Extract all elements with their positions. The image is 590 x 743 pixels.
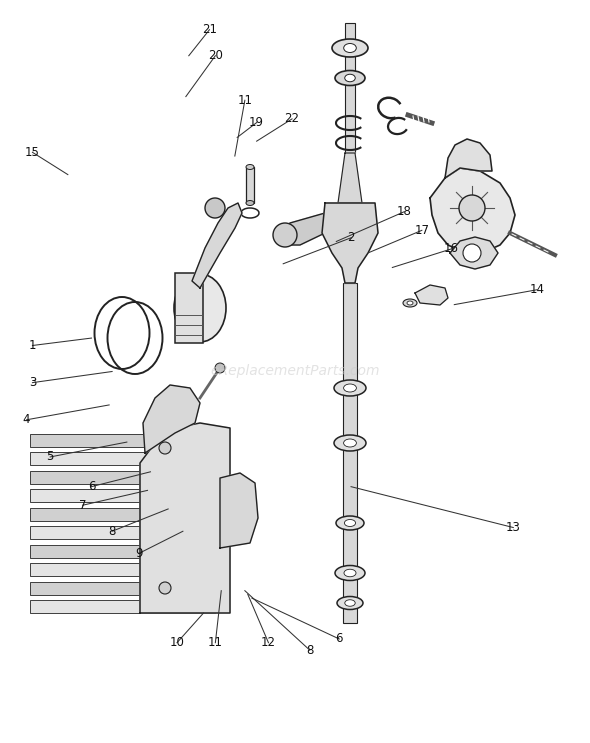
Ellipse shape: [334, 380, 366, 396]
Text: 3: 3: [29, 376, 36, 389]
Text: 19: 19: [249, 116, 264, 129]
Bar: [30, 507, 215, 521]
Ellipse shape: [246, 164, 254, 169]
Ellipse shape: [334, 435, 366, 451]
Ellipse shape: [246, 201, 254, 206]
Polygon shape: [280, 213, 325, 245]
Polygon shape: [322, 203, 378, 283]
Text: 11: 11: [237, 94, 253, 107]
Polygon shape: [415, 285, 448, 305]
Polygon shape: [430, 168, 515, 253]
Ellipse shape: [335, 565, 365, 580]
Ellipse shape: [343, 439, 356, 447]
Ellipse shape: [343, 384, 356, 392]
Circle shape: [459, 195, 485, 221]
Text: 15: 15: [25, 146, 40, 159]
Ellipse shape: [344, 569, 356, 577]
Text: 20: 20: [208, 49, 223, 62]
Text: 7: 7: [79, 499, 86, 512]
Bar: [30, 434, 215, 447]
Text: 5: 5: [47, 450, 54, 464]
Ellipse shape: [337, 597, 363, 609]
Circle shape: [159, 442, 171, 454]
Bar: [30, 545, 215, 557]
Text: 14: 14: [529, 283, 545, 296]
Text: 8: 8: [109, 525, 116, 538]
Bar: [30, 582, 215, 594]
Polygon shape: [450, 237, 498, 269]
Text: 22: 22: [284, 112, 300, 126]
Polygon shape: [192, 203, 242, 288]
Text: 11: 11: [208, 636, 223, 649]
Text: eReplacementParts.com: eReplacementParts.com: [210, 365, 380, 378]
Text: 2: 2: [348, 231, 355, 244]
Text: 16: 16: [444, 242, 459, 256]
Ellipse shape: [345, 600, 355, 606]
Circle shape: [273, 223, 297, 247]
Polygon shape: [445, 139, 492, 178]
Text: 6: 6: [336, 632, 343, 646]
Text: 6: 6: [88, 480, 95, 493]
Bar: [30, 563, 215, 576]
Polygon shape: [143, 385, 200, 453]
Circle shape: [463, 244, 481, 262]
Ellipse shape: [345, 519, 356, 527]
Circle shape: [215, 363, 225, 373]
Bar: [175, 273, 203, 343]
Bar: [246, 167, 254, 203]
Bar: [30, 526, 215, 539]
Circle shape: [159, 582, 171, 594]
Text: 13: 13: [506, 521, 521, 534]
Text: 18: 18: [396, 205, 412, 218]
Bar: [345, 23, 355, 153]
Text: 8: 8: [306, 643, 313, 657]
Bar: [30, 489, 215, 502]
Text: 4: 4: [23, 413, 30, 426]
Polygon shape: [220, 473, 258, 548]
Polygon shape: [338, 153, 362, 203]
Ellipse shape: [345, 74, 355, 82]
Ellipse shape: [336, 516, 364, 530]
Ellipse shape: [174, 274, 226, 342]
Bar: [30, 600, 215, 613]
Circle shape: [205, 198, 225, 218]
Bar: [30, 452, 215, 465]
Bar: [343, 283, 357, 623]
Text: 12: 12: [261, 636, 276, 649]
Ellipse shape: [332, 39, 368, 57]
Ellipse shape: [335, 71, 365, 85]
Text: 10: 10: [169, 636, 185, 649]
Text: 1: 1: [29, 339, 36, 352]
Ellipse shape: [344, 44, 356, 53]
Ellipse shape: [407, 301, 413, 305]
Bar: [30, 470, 215, 484]
Text: 9: 9: [135, 547, 142, 560]
Polygon shape: [140, 423, 230, 613]
Text: 17: 17: [414, 224, 430, 237]
Ellipse shape: [403, 299, 417, 307]
Text: 21: 21: [202, 23, 217, 36]
